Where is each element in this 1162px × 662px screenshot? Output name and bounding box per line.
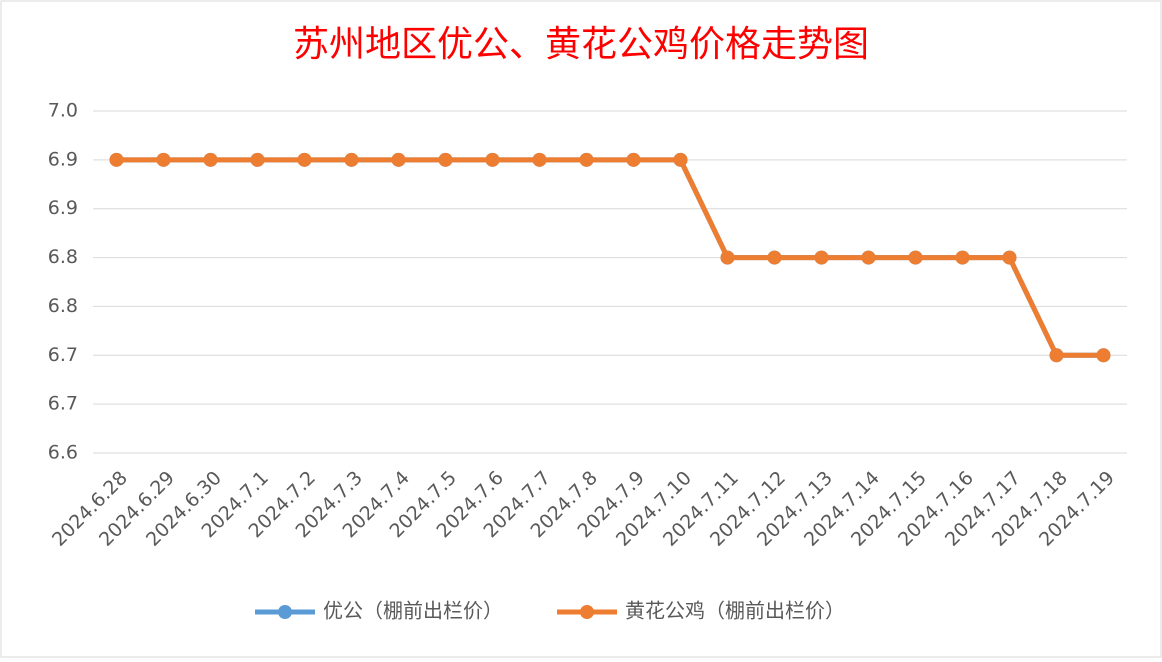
data-point: [626, 152, 641, 167]
data-point: [908, 250, 923, 265]
y-tick-label: 6.8: [48, 246, 78, 268]
series-line: [116, 157, 1104, 358]
data-point: [532, 152, 547, 167]
data-point: [673, 152, 688, 167]
data-point: [1002, 250, 1017, 265]
data-point: [344, 152, 359, 167]
data-point: [156, 152, 171, 167]
legend-item: 优公（棚前出栏价）: [255, 599, 503, 623]
data-point: [297, 152, 312, 167]
y-tick-label: 7.0: [48, 100, 78, 122]
data-point: [438, 152, 453, 167]
legend-marker: [278, 605, 292, 619]
data-point: [955, 250, 970, 265]
y-tick-label: 6.9: [48, 148, 78, 170]
data-point: [720, 250, 735, 265]
legend-label: 优公（棚前出栏价）: [323, 599, 503, 623]
data-point: [579, 152, 594, 167]
y-tick-label: 6.7: [48, 344, 78, 366]
data-point: [203, 152, 218, 167]
data-point: [767, 250, 782, 265]
data-point: [485, 152, 500, 167]
data-point: [814, 250, 829, 265]
data-point: [1096, 348, 1111, 363]
chart-title: 苏州地区优公、黄花公鸡价格走势图: [293, 24, 869, 65]
legend-label: 黄花公鸡（棚前出栏价）: [625, 599, 845, 623]
data-point: [1049, 348, 1064, 363]
data-point: [250, 152, 265, 167]
data-point: [861, 250, 876, 265]
y-tick-label: 6.6: [48, 442, 78, 464]
data-point: [391, 152, 406, 167]
legend-item: 黄花公鸡（棚前出栏价）: [557, 599, 845, 623]
y-tick-label: 6.9: [48, 197, 78, 219]
data-point: [109, 152, 124, 167]
y-tick-label: 6.8: [48, 295, 78, 317]
y-tick-label: 6.7: [48, 393, 78, 415]
legend-marker: [580, 605, 594, 619]
